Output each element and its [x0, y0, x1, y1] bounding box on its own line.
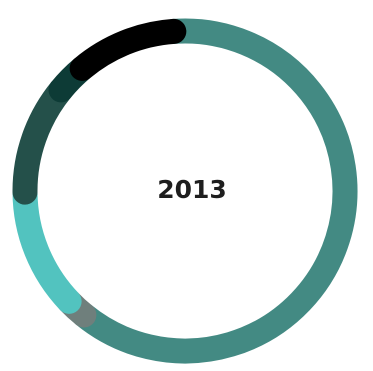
- donut-slice-6[interactable]: [69, 18, 187, 81]
- donut-slice-3[interactable]: [12, 179, 82, 314]
- center-year-label: 2013: [157, 175, 227, 204]
- donut-slice-1[interactable]: [71, 18, 358, 364]
- donut-slices: [12, 18, 358, 364]
- donut-slice-4[interactable]: [12, 77, 74, 205]
